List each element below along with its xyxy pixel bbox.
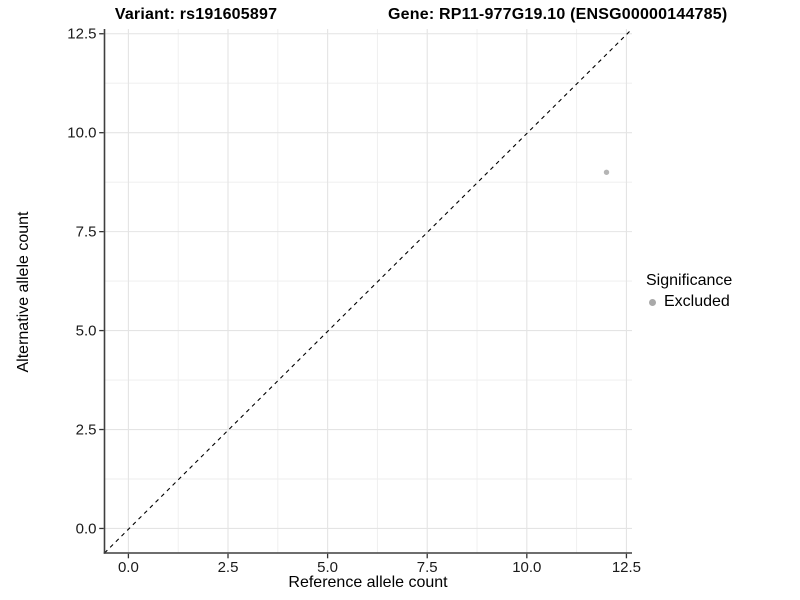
legend-item-excluded: Excluded — [646, 293, 732, 311]
y-tick-label: 2.5 — [76, 422, 97, 439]
legend-title: Significance — [646, 272, 733, 289]
identity-line — [104, 28, 633, 554]
x-tick-label: 10.0 — [512, 559, 541, 576]
y-tick-label: 7.5 — [76, 224, 97, 241]
y-tick-label: 10.0 — [67, 125, 96, 142]
excluded-marker-icon — [649, 298, 656, 306]
legend: Significance Excluded — [646, 271, 732, 311]
x-tick-label: 5.0 — [317, 559, 338, 576]
gene-title: Gene: RP11-977G19.10 (ENSG00000144785) — [388, 6, 728, 23]
x-tick-label: 7.5 — [417, 559, 438, 576]
y-axis-label: Alternative allele count — [15, 211, 32, 373]
x-tick-label: 0.0 — [118, 559, 139, 576]
y-tick-label: 12.5 — [67, 26, 96, 43]
x-tick-label: 2.5 — [218, 559, 239, 576]
x-axis-label: Reference allele count — [288, 574, 448, 591]
y-tick-label: 5.0 — [76, 323, 97, 340]
data-point — [603, 169, 610, 175]
variant-title: Variant: rs191605897 — [114, 6, 278, 23]
x-tick-label: 12.5 — [612, 559, 641, 576]
y-tick-label: 0.0 — [76, 520, 97, 537]
legend-item-label: Excluded — [664, 293, 730, 310]
